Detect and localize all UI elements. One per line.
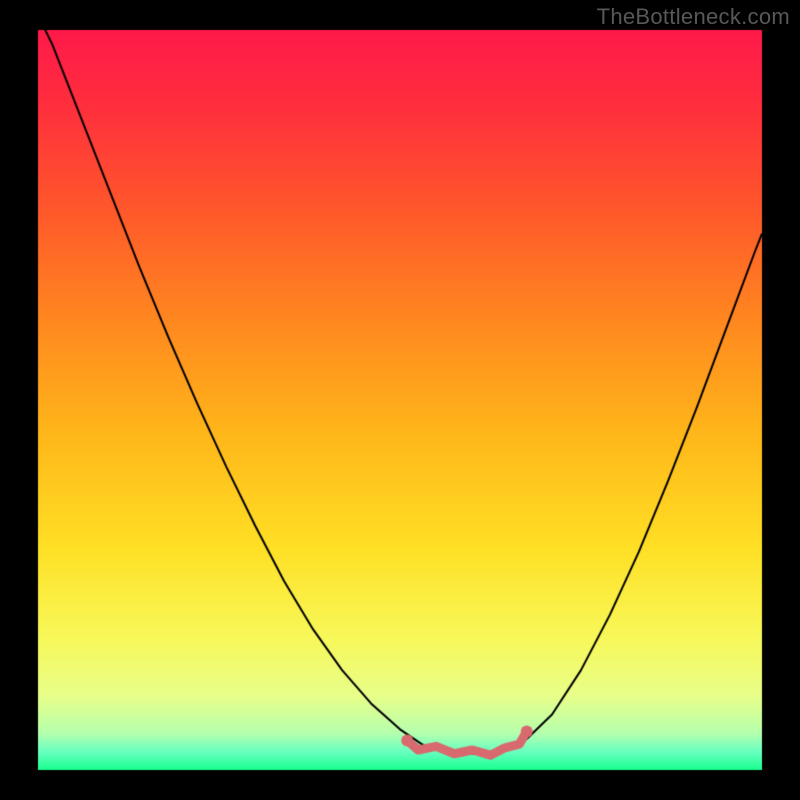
bottleneck-chart [0, 0, 800, 800]
watermark-text: TheBottleneck.com [597, 4, 790, 30]
